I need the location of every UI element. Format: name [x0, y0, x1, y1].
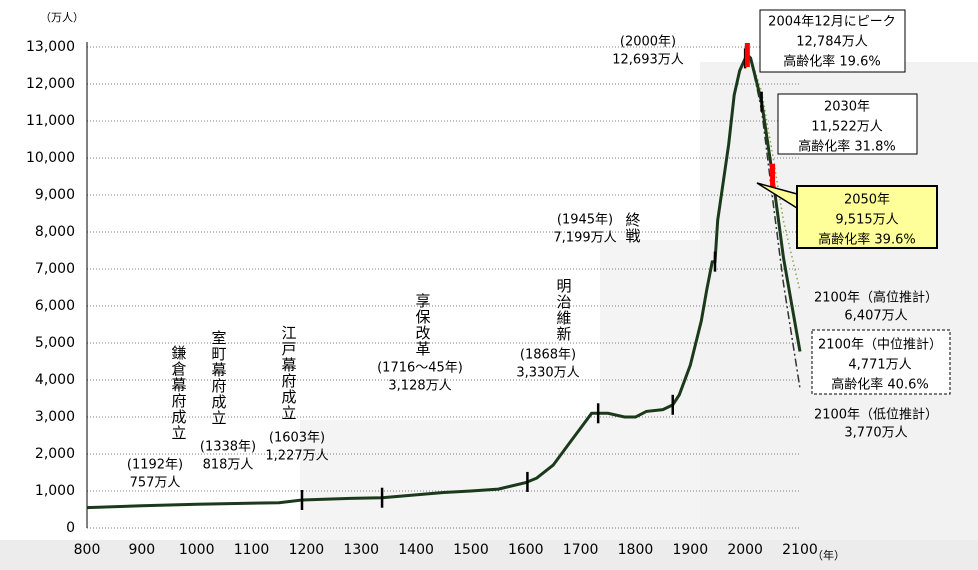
annotation-text: 757万人 — [130, 476, 181, 491]
annotation-text: 2050年 — [844, 193, 890, 208]
annotation: (1192年) 757万人 — [127, 458, 183, 491]
annotation-text: 終戦 — [624, 212, 642, 244]
annotation-text: 2004年12月にピーク — [768, 15, 896, 30]
x-tick-label: 1200 — [289, 542, 325, 558]
annotation-text: 11,522万人 — [811, 120, 883, 135]
annotation-text: 4,771万人 — [848, 358, 911, 373]
annotation-box — [796, 185, 938, 249]
annotation: 江戸幕府成立 — [280, 325, 298, 421]
annotation-text: 2100年（高位推計） — [814, 290, 938, 306]
x-tick-label: 1300 — [343, 542, 379, 558]
annotation-text: 818万人 — [203, 458, 254, 473]
x-unit: （年） — [812, 548, 845, 562]
y-tick-label: 7,000 — [35, 261, 75, 277]
annotation-box — [811, 329, 951, 395]
y-tick-label: 13,000 — [26, 39, 75, 55]
y-tick-label: 2,000 — [35, 446, 75, 462]
y-unit: （万人） — [40, 11, 84, 24]
x-tick-label: 1800 — [618, 542, 654, 558]
y-tick-label: 9,000 — [35, 187, 75, 203]
y-tick-label: 5,000 — [35, 335, 75, 351]
x-tick-label: 1900 — [672, 542, 708, 558]
annotation: 明治維新 — [555, 278, 573, 342]
annotation-text: (1192年) — [127, 458, 183, 473]
annotation-text: 3,128万人 — [388, 379, 451, 394]
y-tick-label: 3,000 — [35, 409, 75, 425]
annotation: (1716～45年) 3,128万人 — [377, 361, 463, 394]
annotation-text: 12,693万人 — [612, 53, 684, 68]
y-tick-label: 1,000 — [35, 483, 75, 499]
x-tick-label: 1100 — [234, 542, 270, 558]
annotation: (1603年) 1,227万人 — [265, 431, 328, 464]
annotation: (1945年) 7,199万人 — [553, 213, 616, 246]
annotation-text: (2000年) — [620, 35, 676, 50]
bg-band — [600, 240, 700, 540]
annotation-text: 6,407万人 — [844, 309, 907, 324]
x-tick-label: 1600 — [508, 542, 544, 558]
annotation-text: 高齢化率 19.6% — [783, 54, 880, 70]
annotation: 鎌倉幕府成立 — [170, 345, 188, 441]
annotation-text: (1338年) — [200, 440, 256, 455]
annotation-text: 室町幕府成立 — [210, 330, 228, 426]
annotation: 終戦 — [624, 212, 642, 244]
annotation-text: 鎌倉幕府成立 — [170, 345, 188, 441]
series-line — [86, 52, 802, 510]
y-tick-label: 10,000 — [26, 150, 75, 166]
y-tick-label: 8,000 — [35, 224, 75, 240]
x-tick-label: 1000 — [179, 542, 215, 558]
series-line — [749, 57, 801, 292]
annotation-text: (1945年) — [557, 213, 613, 228]
annotation-text: 7,199万人 — [553, 231, 616, 246]
annotation-text: (1716～45年) — [377, 361, 463, 376]
annotation: 2100年（低位推計） 3,770万人 — [814, 407, 938, 441]
annotation: 室町幕府成立 — [210, 330, 228, 426]
y-tick-label: 4,000 — [35, 372, 75, 388]
annotation: (1868年) 3,330万人 — [516, 348, 579, 381]
bottom-band — [0, 540, 978, 570]
y-tick-label: 11,000 — [26, 113, 75, 129]
annotation-text: 3,770万人 — [844, 426, 907, 441]
annotation-text: 2100年（低位推計） — [814, 407, 938, 423]
x-tick-label: 1400 — [398, 542, 434, 558]
annotation-text: 12,784万人 — [796, 35, 868, 50]
annotation-text: 明治維新 — [555, 278, 573, 342]
annotation-box — [759, 9, 906, 73]
x-tick-label: 2000 — [727, 542, 763, 558]
annotation-text: 2030年 — [824, 100, 870, 115]
annotation-box — [777, 93, 918, 155]
annotation: (2000年) 12,693万人 — [612, 35, 684, 68]
annotation-text: 3,330万人 — [516, 366, 579, 381]
x-tick-label: 900 — [128, 542, 155, 558]
annotation-text: (1603年) — [269, 431, 325, 446]
annotation-text: 高齢化率 31.8% — [798, 139, 895, 155]
annotation-text: 2100年（中位推計） — [818, 337, 942, 353]
annotation-text: 9,515万人 — [835, 213, 898, 228]
y-tick-label: 12,000 — [26, 76, 75, 92]
annotation-text: 享保改革 — [414, 293, 432, 357]
annotation-text: 1,227万人 — [265, 449, 328, 464]
annotation: (1338年) 818万人 — [200, 440, 256, 473]
annotation-text: 高齢化率 40.6% — [831, 377, 928, 393]
x-tick-label: 1700 — [563, 542, 599, 558]
annotation-text: 江戸幕府成立 — [280, 325, 298, 421]
y-tick-label: 6,000 — [35, 298, 75, 314]
annotation: 享保改革 — [414, 293, 432, 357]
annotation-text: 高齢化率 39.6% — [818, 232, 915, 248]
x-tick-label: 1500 — [453, 542, 489, 558]
x-tick-label: 2100 — [782, 542, 818, 558]
annotation: 2100年（高位推計） 6,407万人 — [814, 290, 938, 324]
y-tick-label: 0 — [66, 520, 75, 536]
annotation-text: (1868年) — [520, 348, 576, 363]
x-tick-label: 800 — [74, 542, 101, 558]
